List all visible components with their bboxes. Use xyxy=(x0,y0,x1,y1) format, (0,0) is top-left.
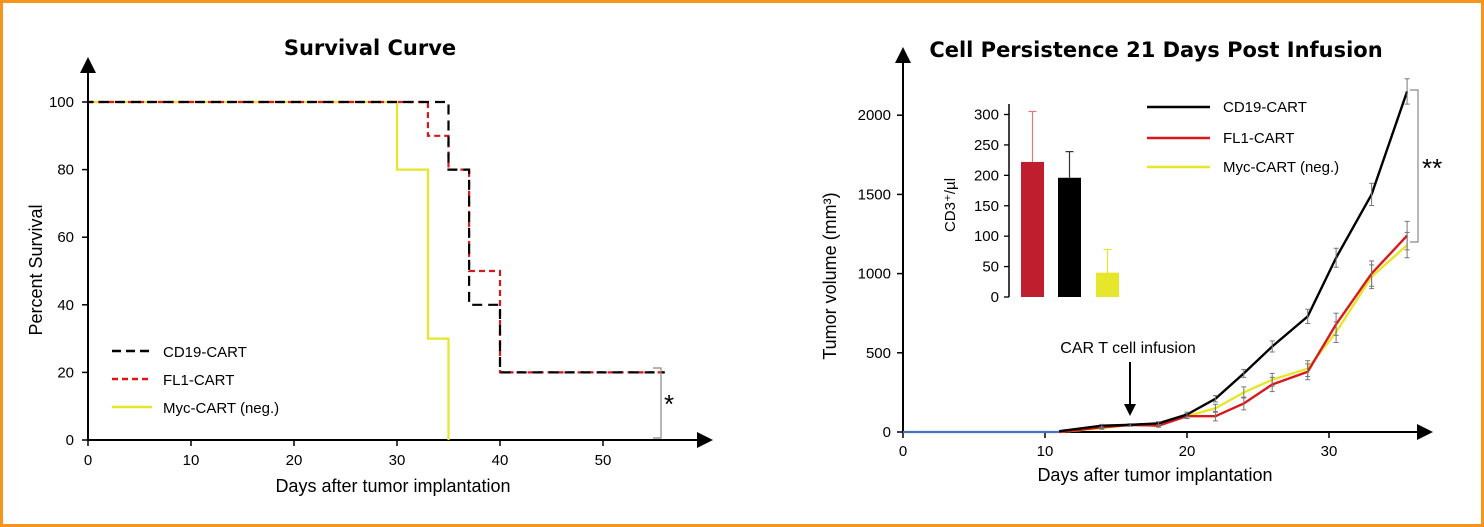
survival-significance: * xyxy=(653,367,674,439)
inset-y-tick-label: 250 xyxy=(974,137,999,154)
inset-bar-myc-cart-neg xyxy=(1096,272,1119,297)
survival-y-tick-label: 20 xyxy=(57,364,74,381)
survival-chart-title: Survival Curve xyxy=(284,36,456,60)
inset-y-tick-label: 300 xyxy=(974,107,999,124)
survival-x-tick-label: 40 xyxy=(492,452,509,469)
survival-y-tick-label: 80 xyxy=(57,162,74,179)
infusion-annotation-label: CAR T cell infusion xyxy=(1060,340,1195,357)
legend-label-cd19: CD19-CART xyxy=(163,344,247,361)
tumor-significance-stars: ** xyxy=(1422,153,1442,183)
tumor-legend: CD19-CART FL1-CART Myc-CART (neg.) xyxy=(1147,99,1339,176)
inset-bar-fl1-cart xyxy=(1021,161,1044,297)
legend-label-cd19: CD19-CART xyxy=(1223,99,1307,116)
inset-y-tick-label: 0 xyxy=(991,289,999,306)
infusion-annotation: CAR T cell infusion xyxy=(1060,340,1196,416)
inset-y-tick-label: 200 xyxy=(974,167,999,184)
inset-y-tick-label: 50 xyxy=(982,259,999,276)
tumor-y-tick-label: 500 xyxy=(866,345,891,362)
tumor-volume-chart: Cell Persistence 21 Days Post Infusion 0… xyxy=(820,38,1442,485)
survival-line-myc-cart-neg xyxy=(88,100,450,440)
survival-y-tick-label: 0 xyxy=(66,432,74,449)
survival-x-tick-label: 0 xyxy=(84,452,92,469)
tumor-y-tick-label: 1000 xyxy=(858,266,891,283)
infusion-arrow-head xyxy=(1124,404,1136,416)
survival-x-tick-label: 50 xyxy=(595,452,612,469)
tumor-x-axis-label: Days after tumor implantation xyxy=(1037,465,1272,485)
legend-label-fl1: FL1-CART xyxy=(1223,130,1294,147)
survival-x-tick-label: 10 xyxy=(183,452,200,469)
survival-y-axis-label: Percent Survival xyxy=(26,204,46,335)
tumor-y-tick-label: 2000 xyxy=(858,107,891,124)
survival-series xyxy=(88,100,665,440)
survival-y-tick-label: 100 xyxy=(49,94,74,111)
tumor-x-tick-label: 20 xyxy=(1179,443,1196,460)
tumor-y-tick-label: 0 xyxy=(883,424,891,441)
legend-label-fl1: FL1-CART xyxy=(163,372,234,389)
legend-label-myc: Myc-CART (neg.) xyxy=(1223,159,1339,176)
survival-x-tick-label: 30 xyxy=(389,452,406,469)
tumor-x-tick-label: 0 xyxy=(899,443,907,460)
inset-bars xyxy=(1021,110,1119,297)
inset-axes: 0 50 100 150 200 250 300 xyxy=(974,104,1010,306)
tumor-y-axis-label: Tumor volume (mm³) xyxy=(820,192,840,359)
survival-legend: CD19-CART FL1-CART Myc-CART (neg.) xyxy=(112,344,279,417)
survival-significance-star: * xyxy=(664,389,674,419)
tumor-significance: ** xyxy=(1410,89,1442,243)
tumor-y-tick-label: 1500 xyxy=(858,186,891,203)
survival-line-cd19-cart xyxy=(88,100,665,374)
tumor-line-fl1-cart xyxy=(1059,234,1408,434)
tumor-chart-title: Cell Persistence 21 Days Post Infusion xyxy=(929,38,1382,62)
tumor-x-tick-label: 10 xyxy=(1037,443,1054,460)
survival-x-tick-label: 20 xyxy=(286,452,303,469)
cd3-inset-chart: 0 50 100 150 200 250 300 CD3⁺/µl xyxy=(942,104,1119,306)
survival-y-tick-label: 60 xyxy=(57,229,74,246)
legend-label-myc: Myc-CART (neg.) xyxy=(163,400,279,417)
tumor-x-tick-label: 30 xyxy=(1321,443,1338,460)
survival-y-tick-label: 40 xyxy=(57,297,74,314)
survival-axes xyxy=(80,57,713,448)
tumor-series xyxy=(903,78,1410,434)
survival-line-fl1-cart xyxy=(88,100,665,374)
inset-y-tick-label: 150 xyxy=(974,198,999,215)
survival-chart: Survival Curve 0 10 20 30 40 50 0 20 40 60 80 100 D… xyxy=(26,36,713,496)
inset-y-axis-label: CD3⁺/µl xyxy=(942,178,959,232)
tumor-line-cd19-cart xyxy=(1059,91,1409,433)
inset-bar-cd19-cart xyxy=(1058,177,1081,297)
survival-tick-labels: 0 10 20 30 40 50 0 20 40 60 80 100 xyxy=(49,94,611,469)
survival-x-axis-label: Days after tumor implantation xyxy=(275,476,510,496)
inset-y-tick-label: 100 xyxy=(974,228,999,245)
